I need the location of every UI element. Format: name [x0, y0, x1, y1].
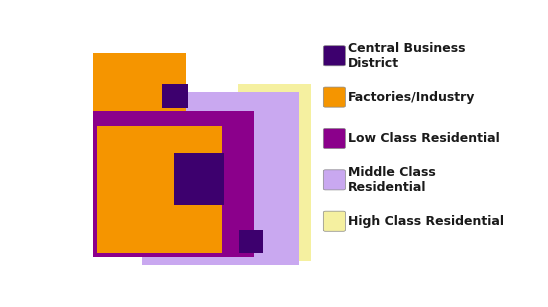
Bar — [238, 84, 311, 261]
Text: Low Class Residential: Low Class Residential — [348, 132, 500, 145]
Bar — [93, 53, 186, 146]
Text: Factories/Industry: Factories/Industry — [348, 91, 475, 104]
Bar — [162, 84, 187, 108]
Bar — [174, 153, 224, 205]
FancyBboxPatch shape — [323, 211, 345, 231]
FancyBboxPatch shape — [323, 128, 345, 149]
FancyBboxPatch shape — [323, 170, 345, 190]
FancyBboxPatch shape — [323, 46, 345, 66]
Bar — [239, 230, 263, 253]
Bar — [93, 111, 254, 257]
Text: Middle Class
Residential: Middle Class Residential — [348, 166, 436, 194]
FancyBboxPatch shape — [323, 87, 345, 107]
Text: High Class Residential: High Class Residential — [348, 215, 504, 228]
Text: Central Business
District: Central Business District — [348, 42, 465, 69]
Bar — [98, 126, 222, 253]
Bar — [141, 91, 299, 265]
